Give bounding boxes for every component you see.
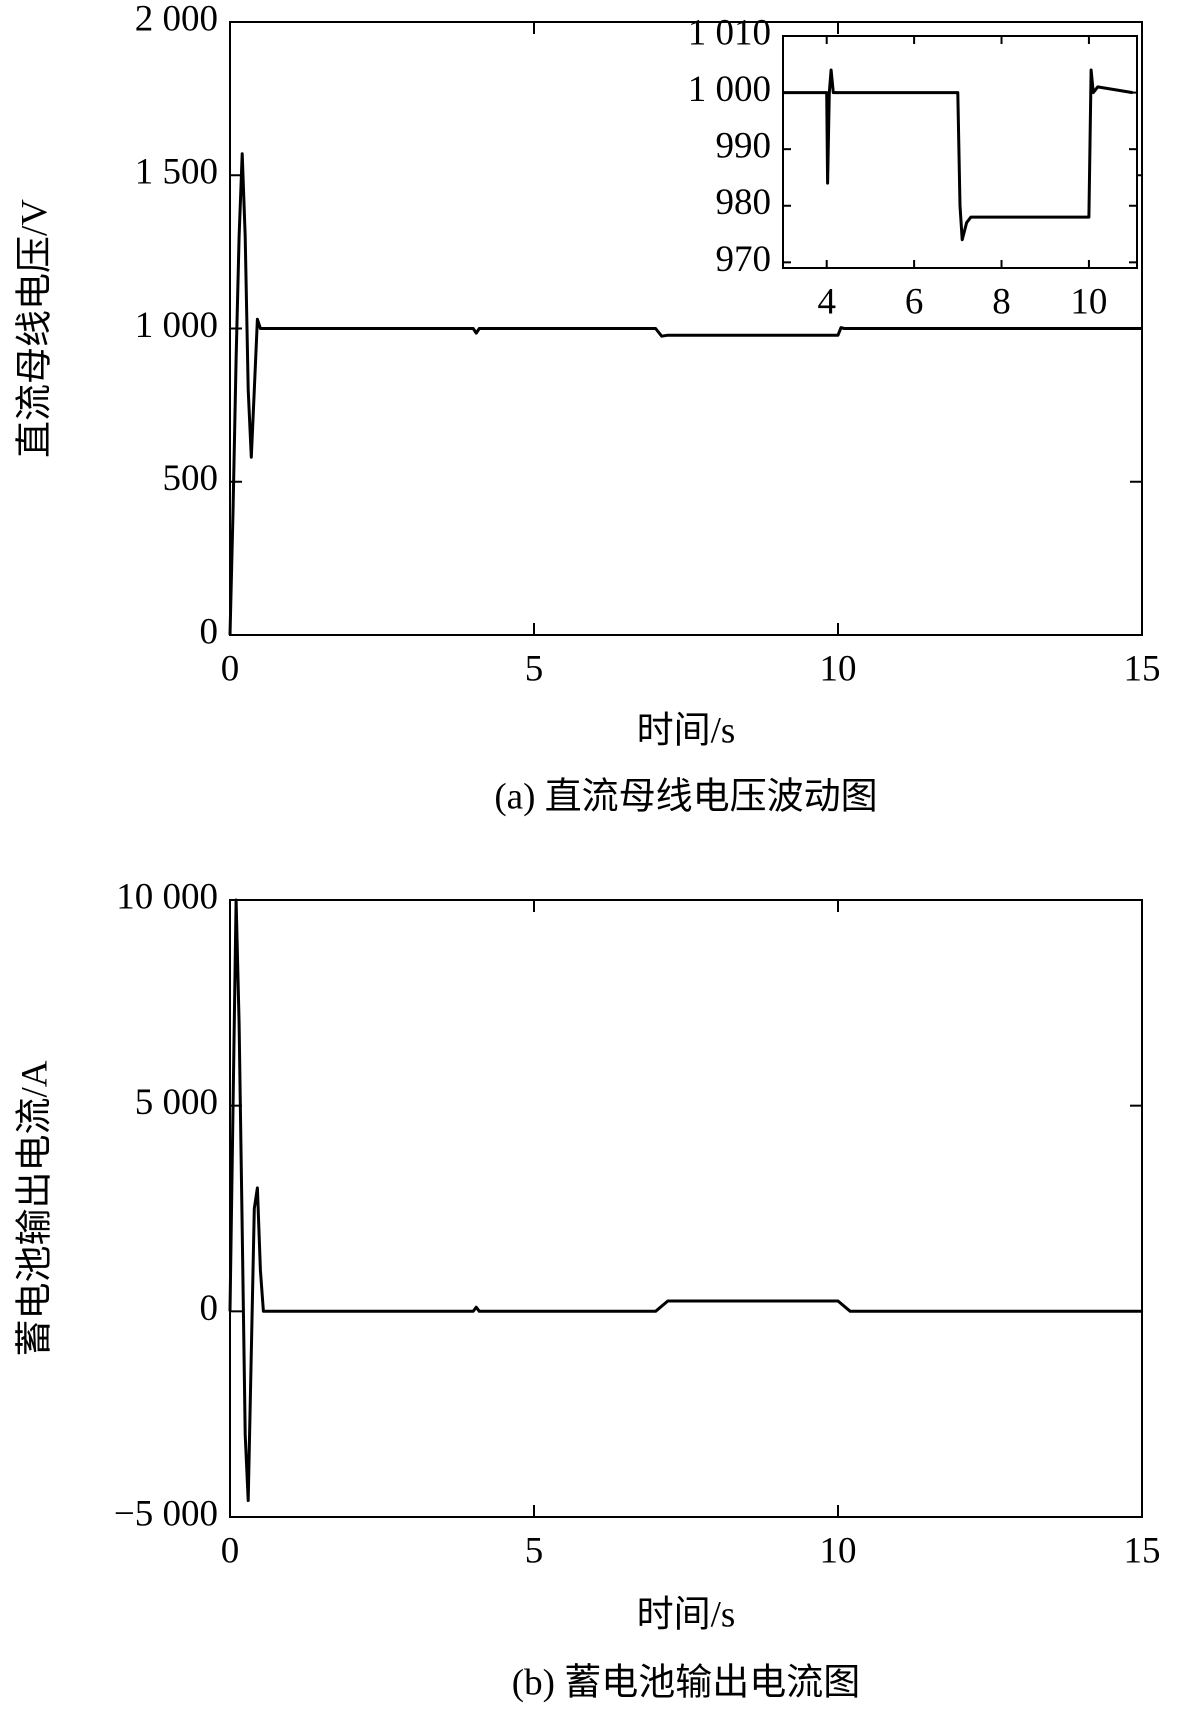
x-tick-label: 15: [1124, 648, 1161, 689]
x-tick-label: 0: [221, 1530, 240, 1571]
y-tick-label: 1 010: [688, 12, 771, 53]
x-tick-label: 6: [905, 281, 924, 322]
y-tick-label: 10 000: [116, 876, 218, 917]
y-tick-label: 500: [163, 458, 219, 499]
x-tick-label: 5: [525, 648, 544, 689]
x-tick-label: 10: [820, 1530, 857, 1571]
plot-frame: [229, 899, 1143, 1518]
y-tick-label: 2 000: [135, 0, 218, 39]
x-tick-label: 5: [525, 1530, 544, 1571]
y-tick-label: 0: [200, 611, 219, 652]
y-tick-label: 970: [716, 239, 772, 280]
x-tick-label: 10: [820, 648, 857, 689]
x-tick-label: 0: [221, 648, 240, 689]
y-tick-label: −5 000: [114, 1493, 218, 1534]
data-line: [228, 898, 1142, 1502]
caption: (b) 蓄电池输出电流图: [512, 1661, 860, 1703]
y-tick-label: 980: [716, 182, 772, 223]
y-tick-label: 5 000: [135, 1082, 218, 1123]
x-tick-label: 4: [817, 281, 836, 322]
x-tick-label: 15: [1124, 1530, 1161, 1571]
y-tick-label: 1 500: [135, 152, 218, 193]
y-axis-label: 直流母线电压/V: [13, 199, 55, 458]
y-axis-label: 蓄电池输出电流/A: [13, 1060, 55, 1356]
x-axis-label: 时间/s: [637, 1594, 736, 1635]
y-tick-label: 1 000: [688, 69, 771, 110]
x-axis-label: 时间/s: [637, 710, 736, 751]
y-tick-label: 1 000: [135, 305, 218, 346]
y-tick-label: 0: [200, 1288, 219, 1329]
x-tick-label: 8: [992, 281, 1011, 322]
data-line: [783, 68, 1133, 242]
caption: (a) 直流母线电压波动图: [494, 775, 877, 817]
y-tick-label: 990: [716, 126, 772, 167]
data-line: [228, 152, 1142, 636]
x-tick-label: 10: [1070, 281, 1107, 322]
